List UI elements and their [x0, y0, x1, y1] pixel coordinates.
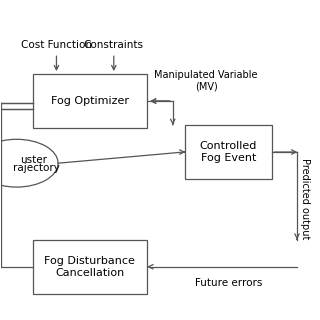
- Ellipse shape: [0, 139, 58, 187]
- Text: Controlled
Fog Event: Controlled Fog Event: [200, 141, 257, 163]
- Text: Future errors: Future errors: [195, 278, 262, 288]
- Text: rajectory: rajectory: [13, 163, 60, 173]
- Text: Fog Optimizer: Fog Optimizer: [51, 96, 129, 106]
- Text: Predicted output: Predicted output: [300, 157, 310, 239]
- Text: Constraints: Constraints: [84, 40, 144, 50]
- Text: uster: uster: [20, 155, 47, 165]
- Bar: [33, 74, 147, 128]
- Bar: [186, 125, 271, 179]
- Bar: [33, 240, 147, 294]
- Text: Fog Disturbance
Cancellation: Fog Disturbance Cancellation: [44, 256, 135, 277]
- Text: Manipulated Variable
(MV): Manipulated Variable (MV): [155, 70, 258, 92]
- Text: Cost Function: Cost Function: [21, 40, 92, 50]
